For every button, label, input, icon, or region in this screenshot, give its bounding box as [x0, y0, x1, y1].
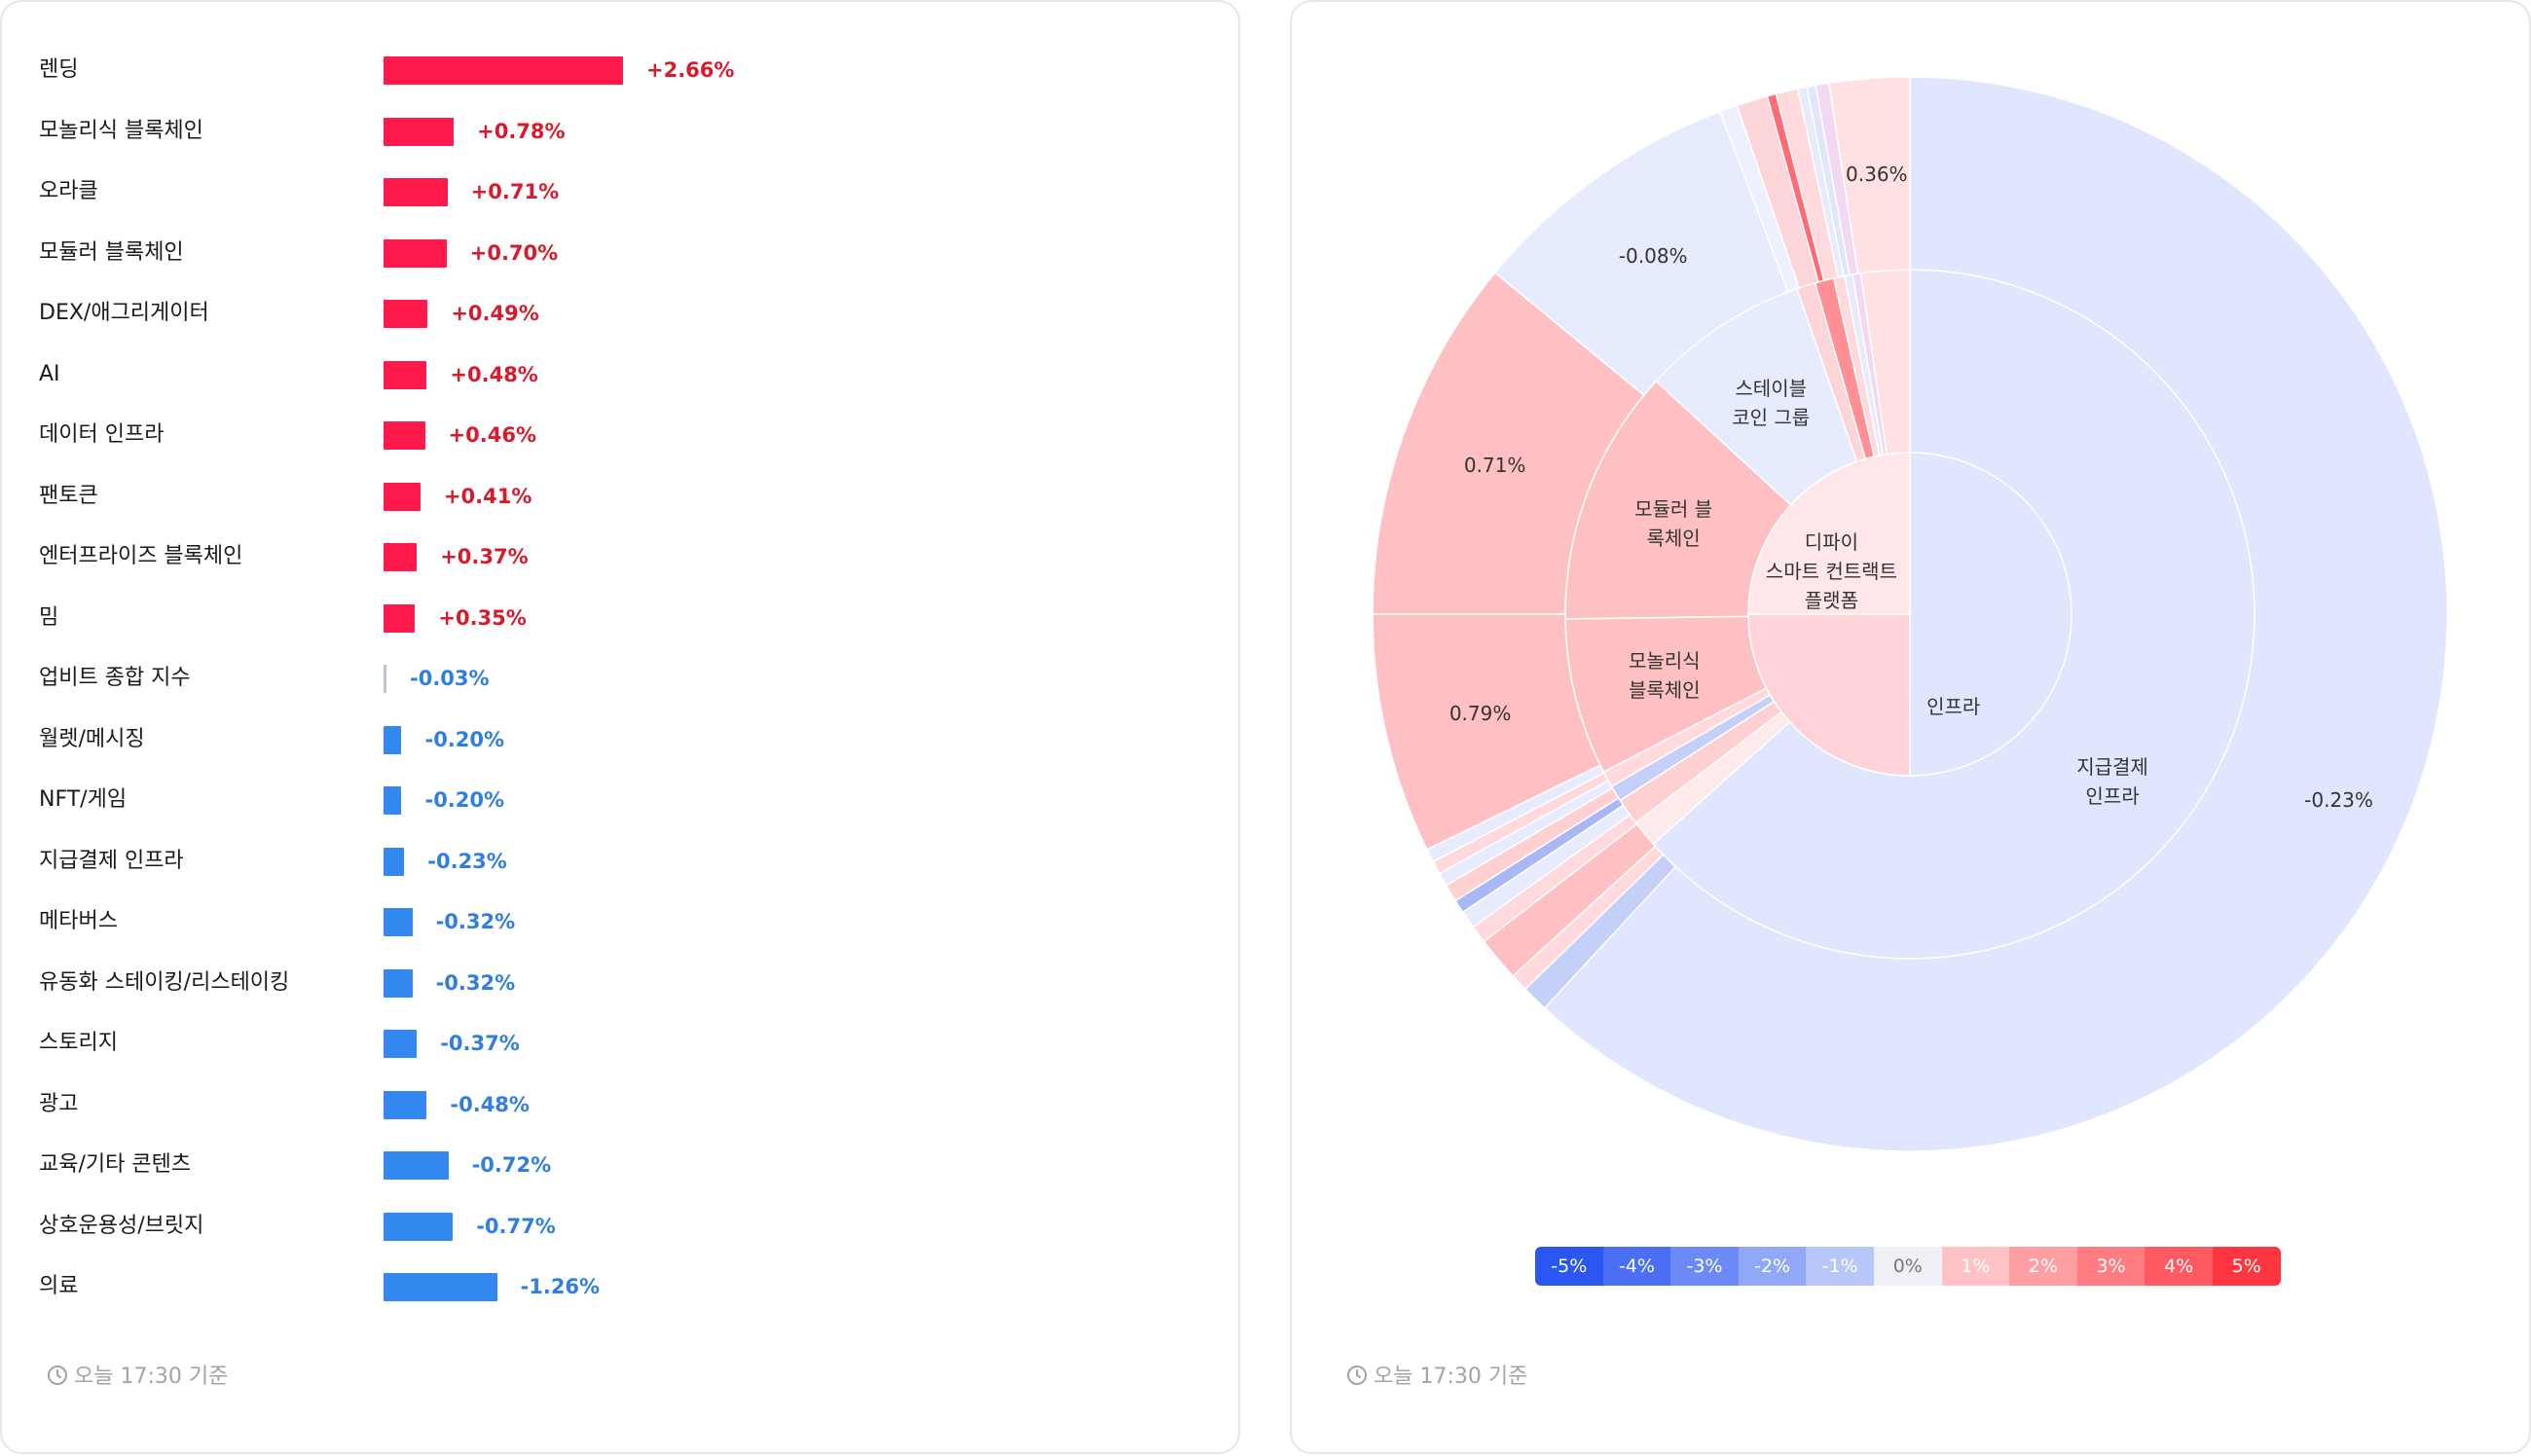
bar[interactable] — [384, 786, 402, 815]
category-label: 엔터프라이즈 블록체인 — [39, 544, 243, 568]
value-label: -1.26% — [520, 1275, 601, 1298]
legend-cell: 3% — [2076, 1247, 2146, 1286]
bar[interactable] — [384, 908, 413, 936]
category-label: 광고 — [39, 1091, 79, 1116]
category-label: DEX/애그리게이터 — [39, 301, 209, 325]
bar[interactable] — [384, 1273, 497, 1301]
bar[interactable] — [384, 56, 623, 85]
bar[interactable] — [384, 238, 447, 268]
category-label: 업비트 종합 지수 — [39, 666, 191, 690]
value-label: +0.35% — [438, 605, 527, 630]
category-label: 교육/기타 콘텐츠 — [39, 1152, 192, 1177]
category-label: 지급결제 인프라 — [39, 848, 184, 873]
value-label: -0.32% — [435, 910, 516, 933]
bar[interactable] — [384, 1030, 418, 1058]
legend-cell: 2% — [2009, 1247, 2077, 1286]
bar[interactable] — [384, 1090, 427, 1119]
bar[interactable] — [384, 1212, 454, 1241]
legend-cell: 4% — [2145, 1247, 2213, 1286]
clock-icon — [48, 1365, 67, 1385]
value-label: -0.48% — [450, 1092, 530, 1116]
right-timestamp: 오늘 17:30 기준 — [1346, 1361, 1527, 1394]
bar[interactable] — [384, 1151, 449, 1180]
category-label: 모듈러 블록체인 — [39, 239, 184, 265]
legend-cell: 1% — [1941, 1247, 2010, 1286]
category-label: 메타버스 — [39, 909, 118, 933]
bar[interactable] — [384, 543, 418, 571]
value-label: -0.77% — [476, 1214, 556, 1238]
category-label: 오라클 — [39, 179, 98, 203]
bar[interactable] — [384, 117, 455, 146]
bar[interactable] — [384, 603, 416, 633]
value-label: -0.20% — [424, 788, 505, 812]
value-label: +0.71% — [470, 180, 560, 203]
category-label: 월렛/메시징 — [39, 726, 145, 751]
legend-cell: 0% — [1873, 1247, 1942, 1286]
value-label: -0.03% — [410, 667, 490, 690]
bar[interactable] — [384, 300, 428, 328]
value-label: +2.66% — [646, 58, 735, 82]
category-label: NFT/게임 — [39, 787, 128, 812]
category-label: 렌딩 — [39, 57, 79, 82]
value-label: -0.72% — [471, 1153, 552, 1177]
value-label: +0.49% — [451, 302, 539, 325]
value-label: +0.41% — [443, 484, 532, 508]
category-label: 유동화 스테이킹/리스테이킹 — [39, 969, 290, 995]
value-label: +0.37% — [440, 545, 529, 568]
timestamp-text: 오늘 17:30 기준 — [1374, 1365, 1528, 1389]
value-label: +0.48% — [450, 362, 538, 386]
bar[interactable] — [384, 178, 448, 206]
bar[interactable] — [384, 421, 425, 450]
legend-cell: -3% — [1670, 1247, 1739, 1286]
bar[interactable] — [384, 665, 386, 693]
legend-cell: -4% — [1602, 1247, 1671, 1286]
value-label: -0.37% — [440, 1032, 520, 1055]
legend-cell: -5% — [1535, 1247, 1603, 1286]
value-label: +0.46% — [448, 423, 536, 447]
sector-bar-panel — [0, 0, 1240, 1454]
value-label: +0.78% — [477, 119, 566, 143]
color-scale-legend: -5% -4% -3% -2% -1% 0% 1% 2% 3% 4% 5% — [1535, 1247, 2281, 1286]
category-label: 상호운용성/브릿지 — [39, 1213, 204, 1238]
sunburst-segment-outer[interactable] — [1828, 76, 1911, 274]
category-label: 데이터 인프라 — [39, 422, 165, 447]
category-label: 의료 — [39, 1274, 79, 1298]
sunburst-segment-outer[interactable] — [1543, 76, 2448, 1152]
legend-cell: -1% — [1806, 1247, 1874, 1286]
category-label: AI — [39, 361, 60, 386]
clock-icon — [1347, 1365, 1367, 1385]
bar[interactable] — [384, 968, 413, 998]
category-label: 팬토큰 — [39, 483, 98, 508]
value-label: -0.23% — [427, 849, 507, 873]
category-label: 모놀리식 블록체인 — [39, 118, 203, 143]
bar[interactable] — [384, 360, 427, 389]
category-label: 밈 — [39, 604, 59, 630]
category-label: 스토리지 — [39, 1031, 118, 1055]
legend-cell: -2% — [1738, 1247, 1807, 1286]
bar[interactable] — [384, 482, 421, 511]
left-timestamp: 오늘 17:30 기준 — [47, 1361, 228, 1394]
bar[interactable] — [384, 847, 405, 876]
value-label: -0.32% — [435, 970, 516, 995]
timestamp-text: 오늘 17:30 기준 — [74, 1365, 229, 1389]
value-label: -0.20% — [424, 727, 505, 751]
bar[interactable] — [384, 725, 402, 754]
value-label: +0.70% — [469, 240, 559, 265]
legend-cell: 5% — [2212, 1247, 2281, 1286]
